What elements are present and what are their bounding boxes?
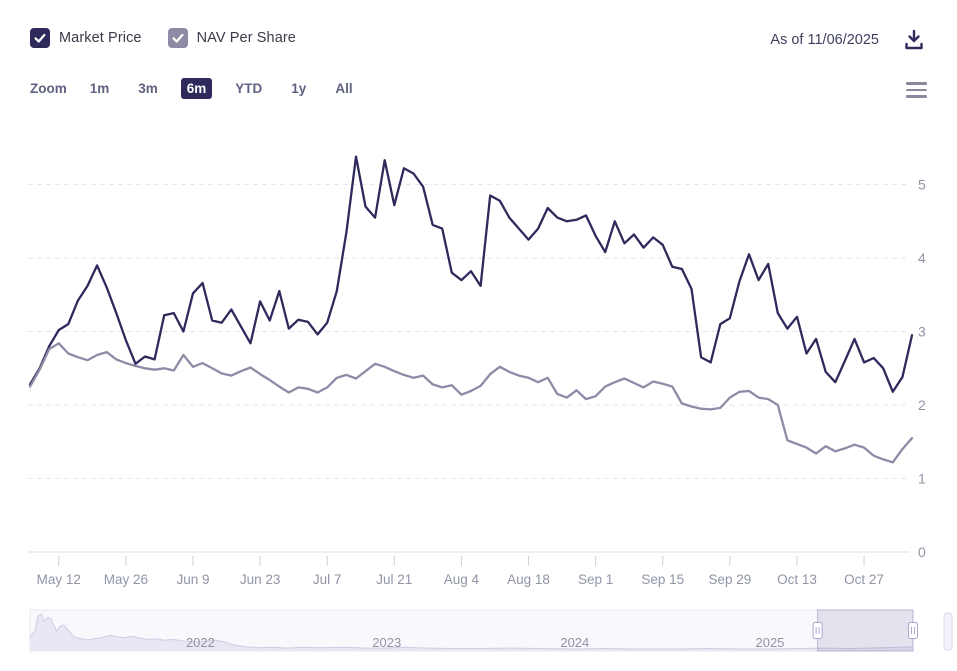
x-axis-label: Jul 21: [376, 572, 412, 587]
y-axis-label: 4: [918, 250, 926, 266]
y-axis-label: 1: [918, 471, 926, 487]
nav-per-share-checkbox[interactable]: [167, 28, 188, 48]
x-axis-label: Oct 27: [844, 572, 884, 587]
y-axis-label: 0: [918, 544, 926, 560]
y-axis-label: 5: [918, 177, 926, 193]
y-axis-label: 2: [918, 397, 926, 413]
x-axis-label: Jun 9: [176, 572, 209, 587]
navigator-handle-left[interactable]: [812, 622, 823, 639]
plot-area[interactable]: [30, 148, 912, 552]
x-axis-label: Jun 23: [240, 572, 281, 587]
series-line-nav-per-share: [28, 342, 914, 464]
hamburger-menu-icon[interactable]: [906, 82, 927, 98]
range-button-ytd[interactable]: YTD: [235, 81, 263, 96]
x-axis-label: May 26: [104, 572, 148, 587]
navigator-area-line: [29, 613, 914, 650]
navigator-year-label: 2023: [372, 635, 401, 650]
x-axis-label: Sep 15: [641, 572, 684, 587]
check-icon: [172, 33, 184, 43]
download-button[interactable]: [901, 27, 927, 53]
range-button-1m[interactable]: 1m: [89, 81, 110, 96]
check-icon: [34, 33, 46, 43]
chart-legend: Market Price NAV Per Share: [30, 28, 296, 48]
range-selector: Zoom 1m 3m 6m YTD 1y All: [30, 78, 359, 99]
range-button-6m[interactable]: 6m: [180, 78, 213, 99]
download-icon: [905, 29, 923, 50]
legend-label-nav-per-share: NAV Per Share: [196, 30, 296, 46]
as-of-date: As of 11/06/2025: [770, 32, 879, 48]
legend-item-nav-per-share[interactable]: NAV Per Share: [167, 28, 296, 48]
scrollbar-thumb[interactable]: [943, 612, 953, 651]
range-button-all[interactable]: All: [335, 81, 353, 96]
x-axis-label: Aug 18: [507, 572, 550, 587]
navigator-year-label: 2024: [560, 635, 589, 650]
x-axis-label: Sep 1: [578, 572, 613, 587]
range-button-3m[interactable]: 3m: [138, 81, 158, 96]
series-line-market-price: [28, 155, 914, 393]
x-axis-label: Sep 29: [708, 572, 751, 587]
y-axis-label: 3: [918, 324, 926, 340]
x-axis-label: Jul 7: [313, 572, 342, 587]
zoom-label: Zoom: [30, 81, 67, 96]
x-axis-label: May 12: [37, 572, 81, 587]
navigator-selected-range[interactable]: [817, 609, 914, 652]
navigator-year-label: 2025: [755, 635, 784, 650]
legend-item-market-price[interactable]: Market Price: [30, 28, 142, 48]
legend-label-market-price: Market Price: [59, 30, 142, 46]
range-button-1y[interactable]: 1y: [291, 81, 307, 96]
x-axis-label: Oct 13: [777, 572, 817, 587]
x-axis-label: Aug 4: [444, 572, 480, 587]
navigator-year-label: 2022: [186, 635, 215, 650]
market-price-checkbox[interactable]: [30, 28, 50, 48]
navigator-area: [30, 614, 913, 651]
navigator-handle-right[interactable]: [908, 622, 918, 639]
